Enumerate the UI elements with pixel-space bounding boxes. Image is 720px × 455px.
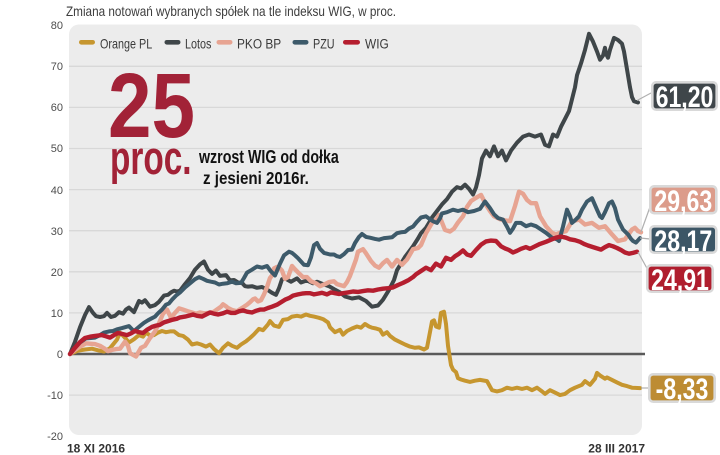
svg-text:30: 30 xyxy=(51,226,63,238)
svg-text:28 III 2017: 28 III 2017 xyxy=(588,442,645,455)
svg-text:28,17: 28,17 xyxy=(654,224,712,258)
svg-text:18 XI 2016: 18 XI 2016 xyxy=(67,442,125,455)
svg-text:-8,33: -8,33 xyxy=(656,372,709,406)
svg-text:80: 80 xyxy=(51,20,63,32)
svg-text:-20: -20 xyxy=(47,431,63,443)
svg-text:Zmiana notowań wybranych spółe: Zmiana notowań wybranych spółek na tle i… xyxy=(66,4,396,19)
svg-text:WIG: WIG xyxy=(365,36,389,52)
svg-text:10: 10 xyxy=(51,308,63,320)
svg-text:50: 50 xyxy=(51,143,63,155)
svg-text:z jesieni 2016r.: z jesieni 2016r. xyxy=(203,168,309,189)
svg-text:0: 0 xyxy=(57,349,63,361)
svg-text:proc.: proc. xyxy=(110,131,192,184)
svg-text:24,91: 24,91 xyxy=(651,263,709,297)
svg-text:-10: -10 xyxy=(47,390,63,402)
svg-text:wzrost WIG od dołka: wzrost WIG od dołka xyxy=(198,147,340,167)
svg-text:25: 25 xyxy=(108,55,195,157)
svg-text:Lotos: Lotos xyxy=(185,36,211,51)
svg-text:61,20: 61,20 xyxy=(656,80,714,114)
svg-text:60: 60 xyxy=(51,102,63,114)
svg-text:Orange PL: Orange PL xyxy=(100,36,152,51)
svg-text:40: 40 xyxy=(51,185,63,197)
svg-text:29,63: 29,63 xyxy=(654,184,712,218)
svg-text:PZU: PZU xyxy=(313,36,335,51)
svg-text:PKO BP: PKO BP xyxy=(237,36,281,52)
svg-text:20: 20 xyxy=(51,267,63,279)
svg-text:70: 70 xyxy=(51,61,63,73)
